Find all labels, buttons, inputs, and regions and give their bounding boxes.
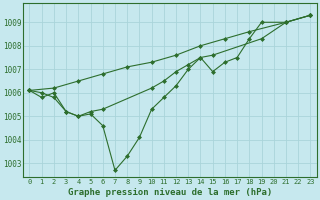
X-axis label: Graphe pression niveau de la mer (hPa): Graphe pression niveau de la mer (hPa) [68, 188, 272, 197]
